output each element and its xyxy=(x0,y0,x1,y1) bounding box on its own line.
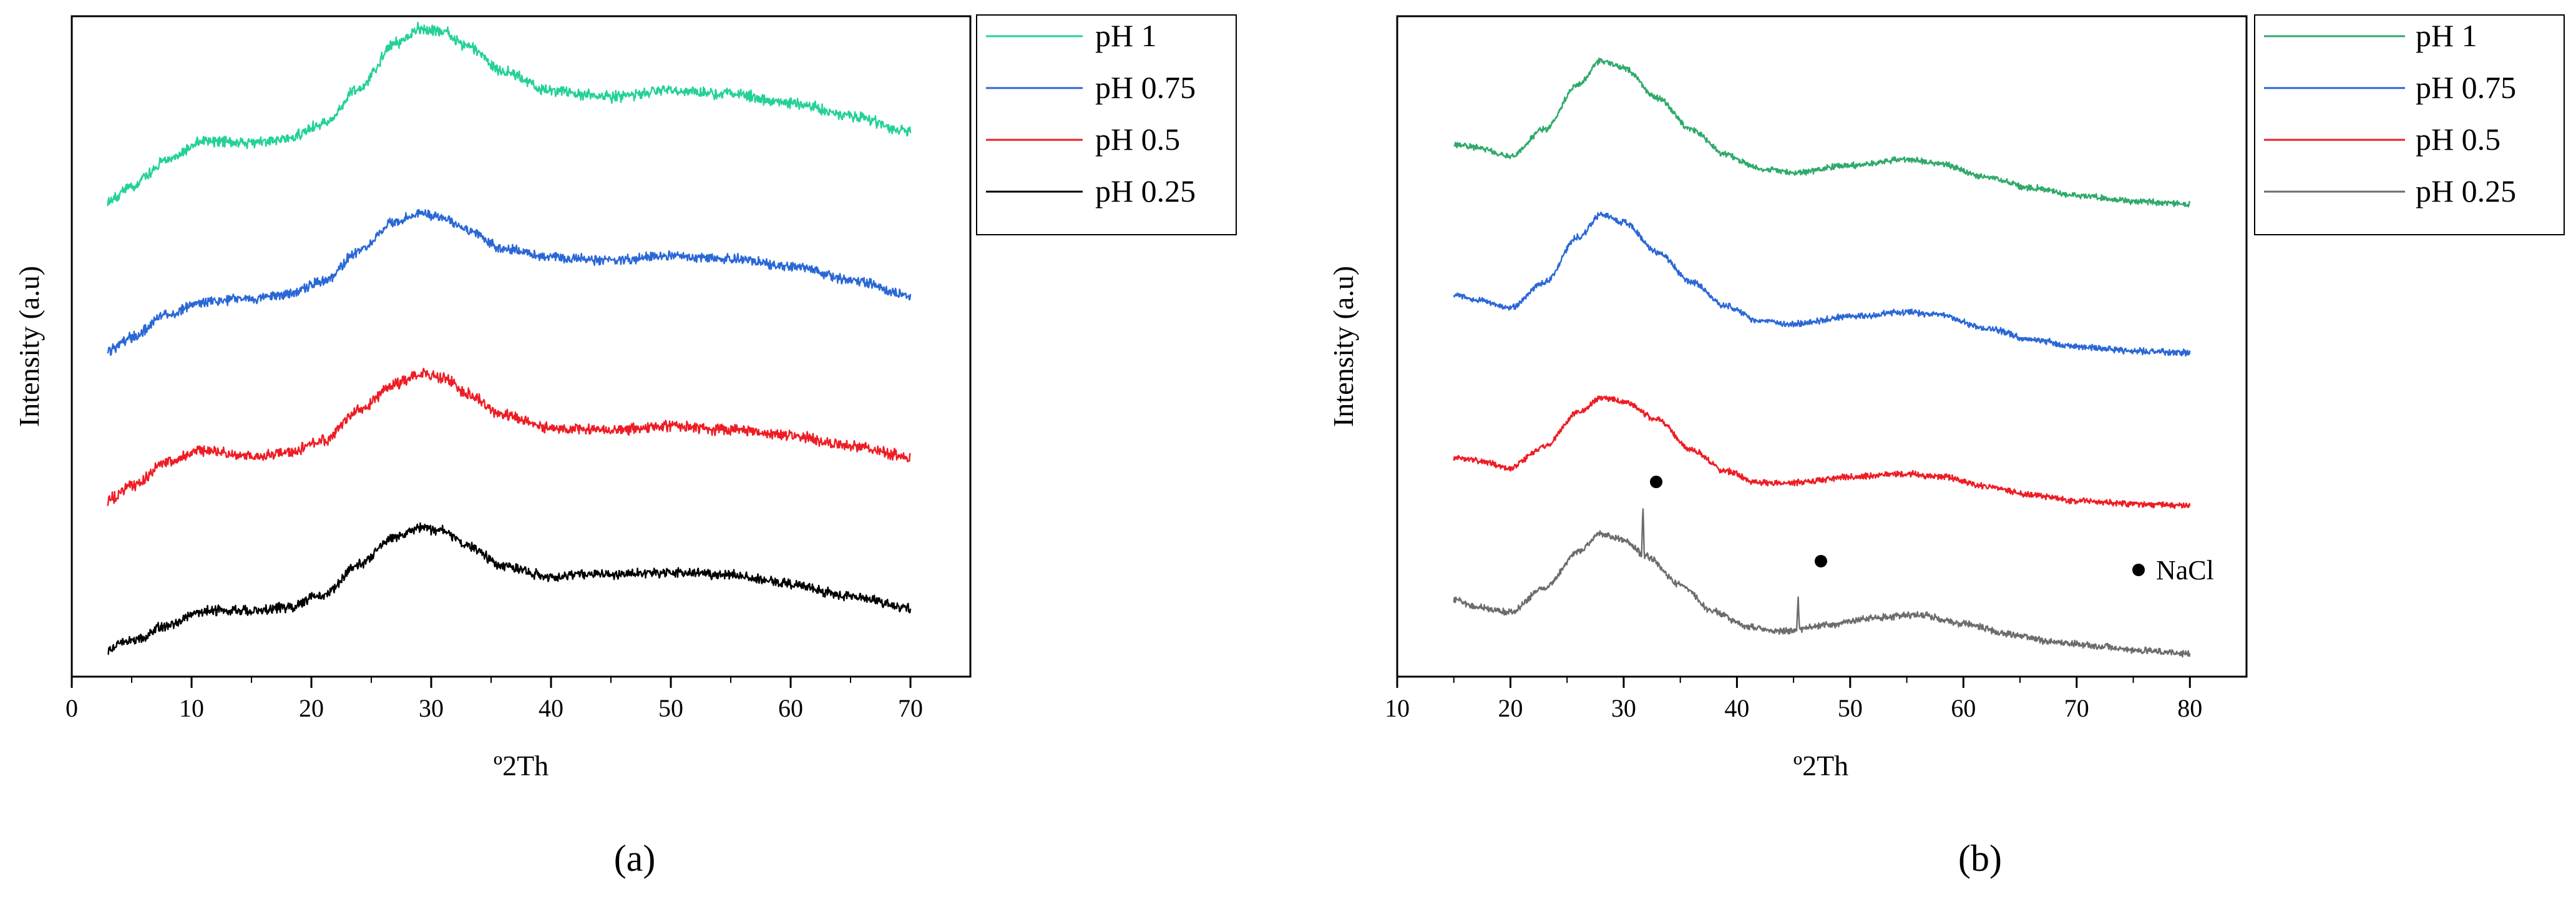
x-tick-label: 30 xyxy=(1611,694,1636,722)
series-line-pH-0_5 xyxy=(107,368,911,506)
x-tick-label: 30 xyxy=(419,694,444,722)
x-tick-label: 40 xyxy=(1724,694,1749,722)
series-line-pH-0_25 xyxy=(107,522,912,655)
series-line-pH-0_25 xyxy=(1453,508,2191,658)
panel-b-series-group xyxy=(1453,57,2191,658)
x-tick-label: 60 xyxy=(1951,694,1976,722)
x-tick-label: 20 xyxy=(299,694,324,722)
series-line-pH-1 xyxy=(107,21,912,207)
x-tick-label: 40 xyxy=(539,694,564,722)
nacl-legend-marker xyxy=(2132,564,2145,576)
panel-a-series-group xyxy=(107,21,912,655)
panel-a-y-label: Intensity (a.u) xyxy=(13,266,45,427)
legend-label: pH 1 xyxy=(2416,18,2477,53)
legend-label: pH 0.5 xyxy=(1095,122,1180,157)
panel-a: 0 10 20 30 40 50 60 70 pH 1 pH 0.75 pH 0.5 pH 0.25… xyxy=(13,14,1237,879)
panel-b-legend-box xyxy=(2254,14,2565,235)
series-line-pH-0_75 xyxy=(1453,211,2191,357)
x-tick-label: 70 xyxy=(898,694,923,722)
x-tick-label: 60 xyxy=(778,694,803,722)
x-tick-label: 50 xyxy=(1838,694,1863,722)
series-line-pH-0_75 xyxy=(107,208,912,356)
legend-label: pH 1 xyxy=(1095,18,1157,53)
x-tick-label: 70 xyxy=(2064,694,2089,722)
panel-a-legend-box xyxy=(976,14,1237,235)
panel-b-annotations: NaCl xyxy=(1650,476,2214,586)
panel-b-caption: (b) xyxy=(1958,838,2002,879)
x-tick-label: 20 xyxy=(1498,694,1523,722)
panel-a-x-label: º2Th xyxy=(494,750,549,782)
panel-a-legend: pH 1 pH 0.75 pH 0.5 pH 0.25 xyxy=(976,14,1237,235)
series-line-pH-0_5 xyxy=(1453,395,2191,509)
nacl-marker-peak-2 xyxy=(1815,555,1827,567)
panel-a-caption: (a) xyxy=(614,838,656,879)
nacl-annotation-label: NaCl xyxy=(2156,555,2214,586)
panel-a-x-axis: 0 10 20 30 40 50 60 70 xyxy=(66,677,923,722)
x-tick-label: 50 xyxy=(658,694,683,722)
legend-label: pH 0.25 xyxy=(1095,174,1196,208)
legend-label: pH 0.75 xyxy=(2416,70,2516,105)
panel-b-x-label: º2Th xyxy=(1793,750,1848,782)
panel-b-x-axis: 10 20 30 40 50 60 70 80 xyxy=(1385,677,2202,722)
nacl-marker-peak-1 xyxy=(1650,476,1662,488)
x-tick-label: 80 xyxy=(2177,694,2202,722)
panel-b-y-label: Intensity (a.u) xyxy=(1327,266,1359,427)
legend-label: pH 0.75 xyxy=(1095,70,1196,105)
legend-label: pH 0.25 xyxy=(2416,174,2516,208)
panel-b-plot-frame xyxy=(1396,15,2248,678)
panel-b-legend: pH 1 pH 0.75 pH 0.5 pH 0.25 xyxy=(2254,14,2565,235)
panel-a-plot-frame xyxy=(71,15,972,678)
series-line-pH-1 xyxy=(1453,57,2191,208)
legend-label: pH 0.5 xyxy=(2416,122,2500,157)
x-tick-label: 0 xyxy=(66,694,78,722)
x-tick-label: 10 xyxy=(179,694,204,722)
x-tick-label: 10 xyxy=(1385,694,1410,722)
